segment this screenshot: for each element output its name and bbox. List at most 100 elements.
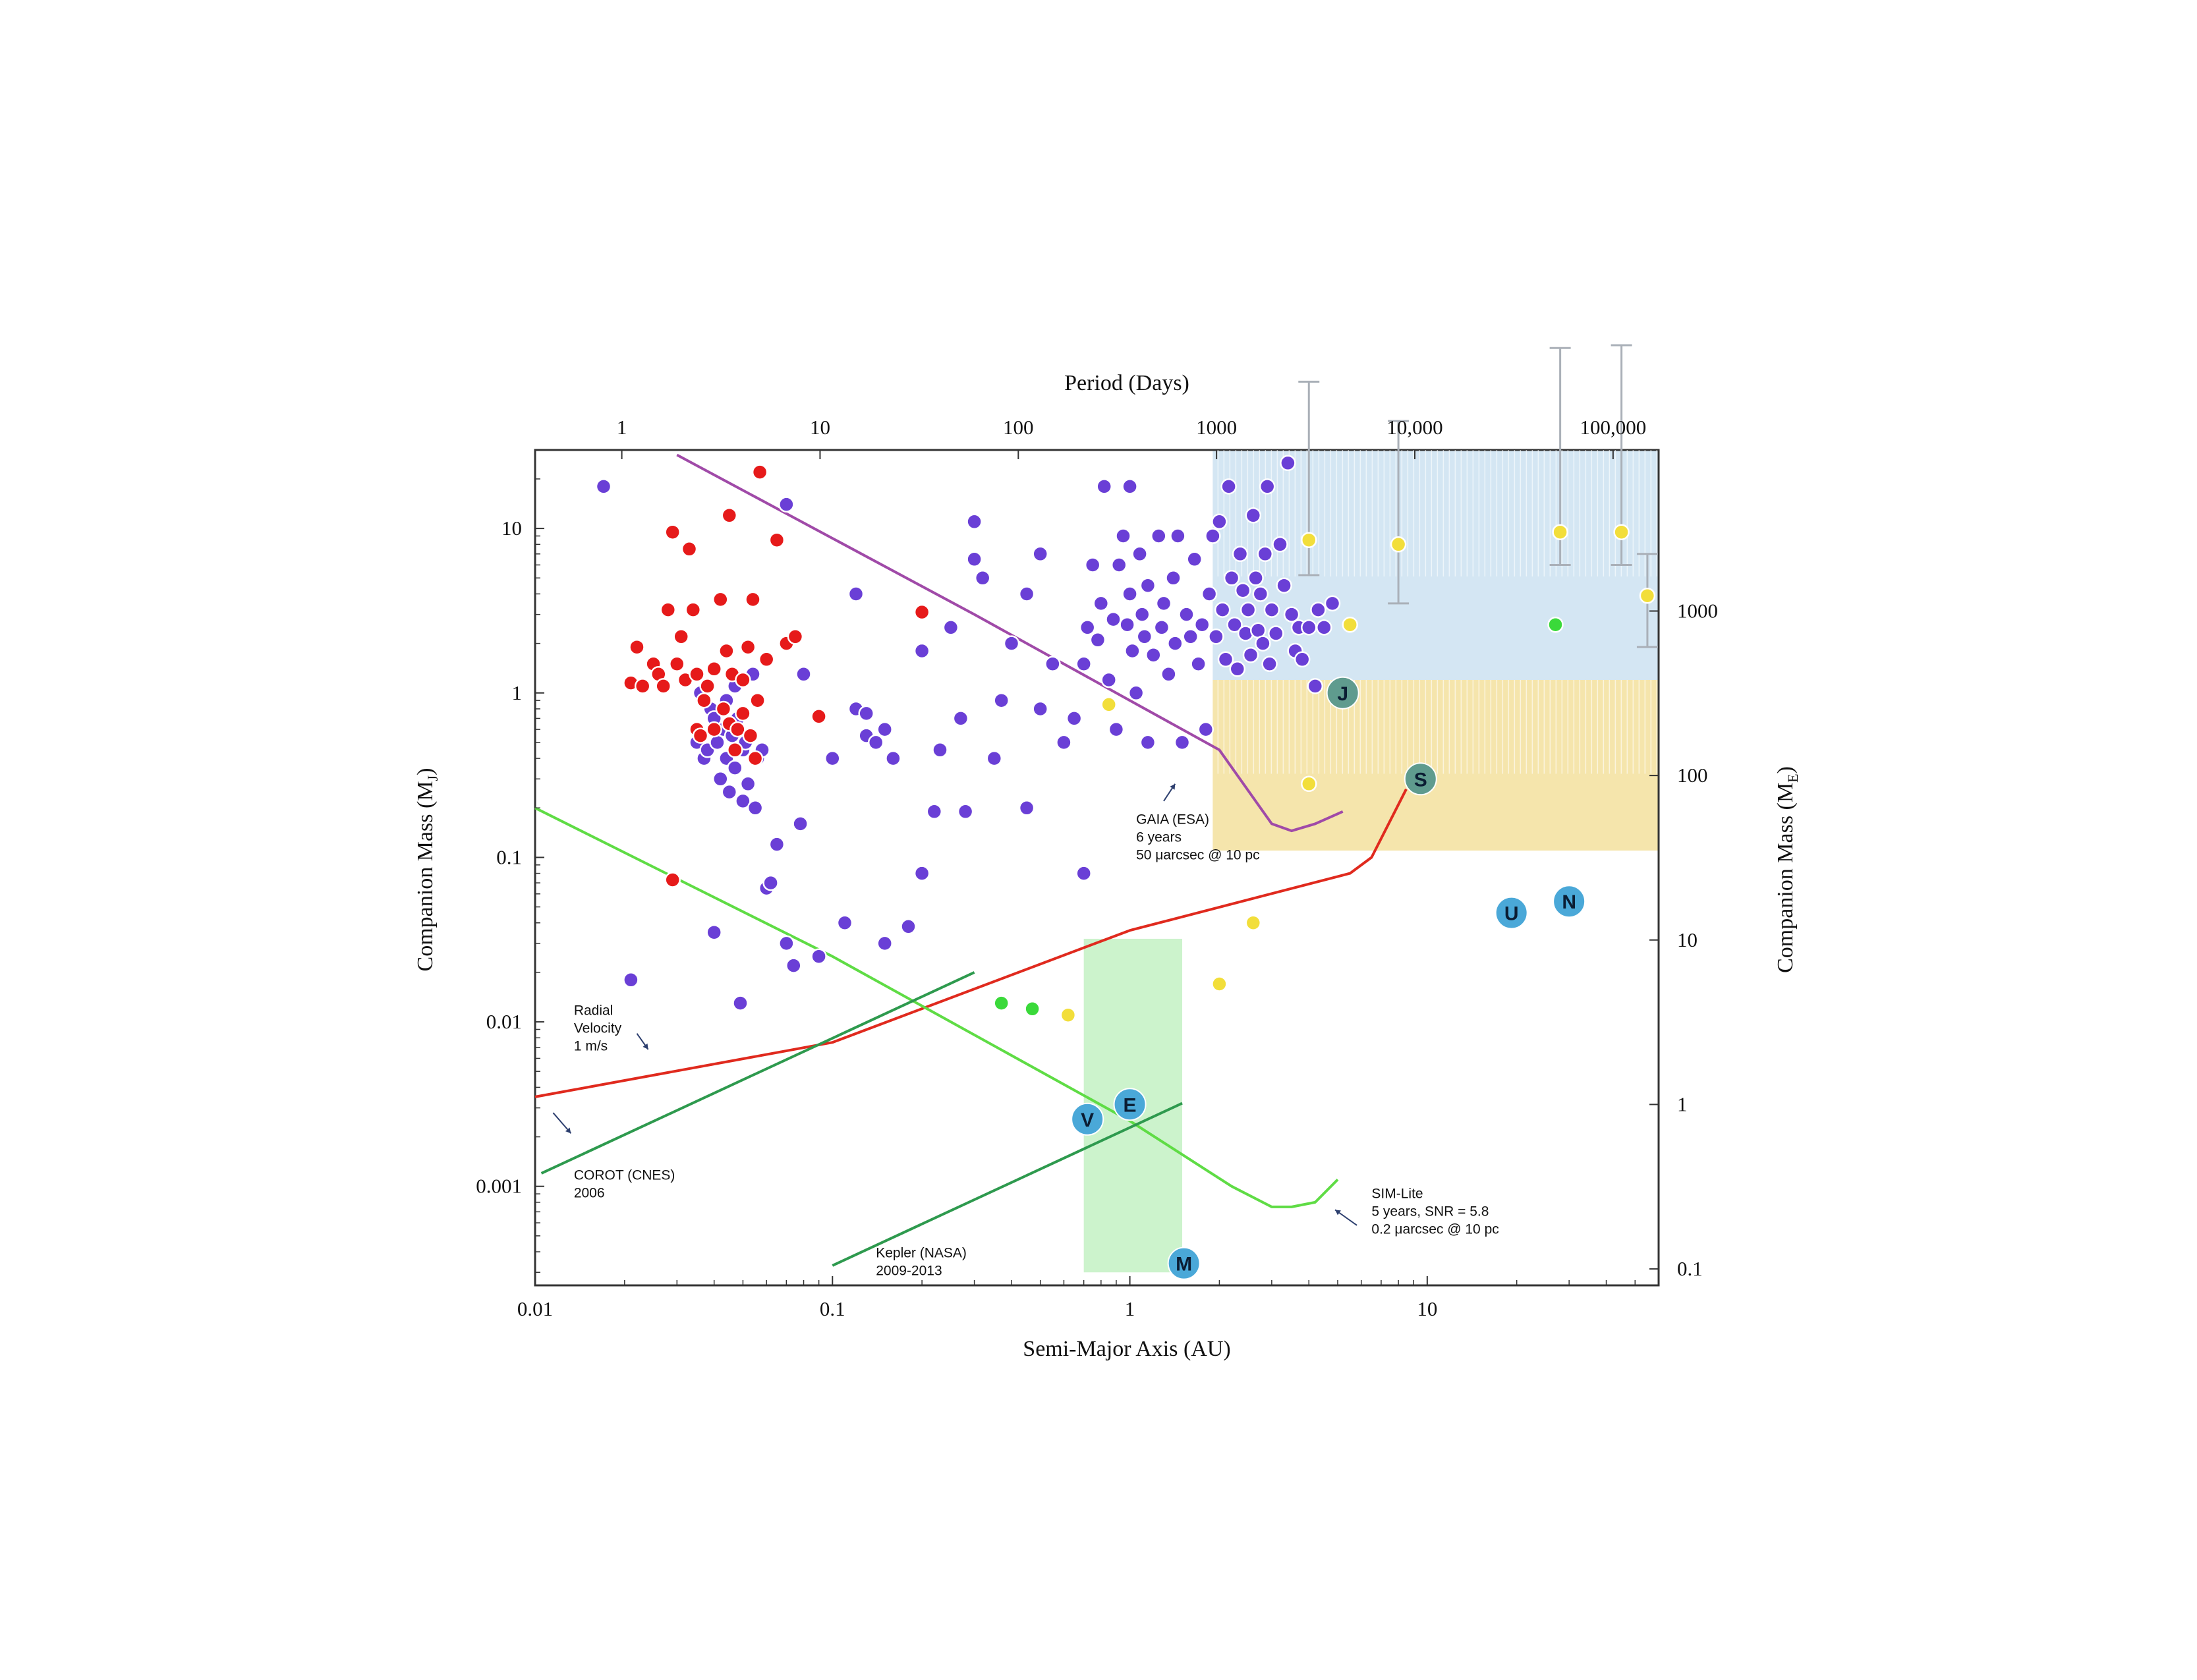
data-point (735, 705, 751, 722)
data-point (664, 524, 681, 540)
data-point (1060, 1007, 1077, 1023)
data-point (706, 924, 722, 941)
annotation-arrows (552, 783, 1357, 1226)
planet-label: M (1176, 1254, 1192, 1275)
top-tick-label: 10,000 (1386, 416, 1442, 439)
data-point (1093, 595, 1110, 612)
data-point (974, 570, 991, 586)
data-point (858, 705, 874, 722)
data-point (727, 760, 743, 776)
data-point (1178, 606, 1195, 623)
data-point (1056, 734, 1072, 751)
x-tick-label: 10 (1417, 1297, 1437, 1320)
data-point (1220, 478, 1237, 495)
right-tick-label: 100 (1677, 764, 1708, 787)
data-point (1155, 595, 1172, 612)
annotation-line: SIM-Lite (1371, 1186, 1423, 1201)
top-axis-title: Period (Days) (1064, 371, 1189, 395)
annotation-line: COROT (CNES) (574, 1167, 675, 1183)
data-point (1310, 602, 1327, 618)
annotation-line: 2006 (574, 1185, 605, 1200)
planet-marker (1326, 676, 1359, 710)
annotation-line: 0.2 μarcsec @ 10 pc (1371, 1221, 1498, 1237)
radial-velocity-curve (534, 788, 1408, 1098)
annotation-line: Velocity (574, 1021, 622, 1036)
sim-lite-curve (534, 806, 1339, 1208)
data-point (1255, 635, 1271, 652)
data-point (739, 638, 756, 656)
y-tick-label: 0.01 (486, 1010, 522, 1033)
data-point (778, 496, 795, 513)
planet-marker (1553, 885, 1586, 918)
data-point (1153, 619, 1170, 636)
detection-limit-curves (534, 453, 1408, 1267)
data-point (1245, 507, 1262, 524)
data-point (792, 816, 809, 832)
data-point (1122, 586, 1138, 602)
region-hatching (1217, 450, 1658, 774)
data-point (778, 935, 795, 952)
data-point (1165, 570, 1182, 586)
axis-ticks: 0.01 0.1 1 10 10 1 0.1 0.01 0.001 1 10 100 1000 10,00… (476, 416, 1718, 1320)
data-point (1307, 678, 1324, 694)
gaia-curve (676, 453, 1344, 833)
data-point (1283, 606, 1300, 623)
data-point (689, 666, 705, 683)
data-point (1066, 710, 1083, 727)
data-point (1167, 635, 1184, 652)
data-point (1234, 582, 1251, 599)
data-point (1613, 524, 1630, 540)
data-point (1211, 513, 1228, 530)
data-point (1133, 606, 1151, 623)
right-axis-title: Companion Mass (ME) (1773, 766, 1801, 973)
x-tick-label: 0.1 (820, 1297, 845, 1320)
data-point (1272, 536, 1288, 553)
planet-label: J (1337, 683, 1348, 705)
data-point (1547, 616, 1564, 633)
data-point (729, 721, 746, 738)
data-point (811, 708, 827, 725)
data-point (1245, 914, 1262, 931)
planet-label: S (1414, 769, 1427, 791)
annotation-line: 6 years (1136, 829, 1182, 845)
data-point (1211, 976, 1228, 992)
data-point (1018, 800, 1035, 816)
annotation-line: GAIA (ESA) (1136, 812, 1209, 827)
data-point (739, 775, 756, 793)
data-point (1294, 651, 1311, 668)
data-point (706, 721, 722, 738)
data-point (1301, 619, 1317, 636)
data-point (993, 692, 1010, 709)
data-point (913, 642, 930, 659)
gaia-region (1213, 450, 1659, 680)
data-point (1252, 586, 1269, 602)
data-point (942, 619, 959, 636)
y-tick-label: 0.1 (496, 845, 522, 868)
planet-label: N (1562, 891, 1576, 913)
shaded-regions (1083, 450, 1659, 1273)
data-point (885, 750, 901, 767)
annotation-text: Radial Velocity 1 m/s (574, 1003, 622, 1054)
plot-frame (534, 449, 1660, 1287)
arrow-head (1170, 783, 1176, 790)
data-point (876, 935, 893, 952)
data-point (595, 478, 612, 495)
data-point (1208, 629, 1224, 645)
data-point (706, 661, 722, 677)
solar-system-planets: J S U N V E M (1071, 676, 1586, 1280)
data-point (735, 671, 751, 688)
data-point (1100, 671, 1117, 688)
data-point (847, 586, 865, 602)
data-point (1100, 696, 1117, 713)
data-point (1044, 656, 1061, 673)
data-point (1552, 524, 1568, 540)
data-point (1075, 865, 1092, 882)
data-point (1127, 685, 1145, 702)
data-point (758, 651, 775, 668)
data-point (685, 602, 702, 618)
data-point (1139, 577, 1156, 594)
data-point (747, 800, 764, 816)
data-point (1242, 646, 1259, 663)
planet-marker (1167, 1246, 1201, 1280)
data-point (1151, 528, 1167, 544)
